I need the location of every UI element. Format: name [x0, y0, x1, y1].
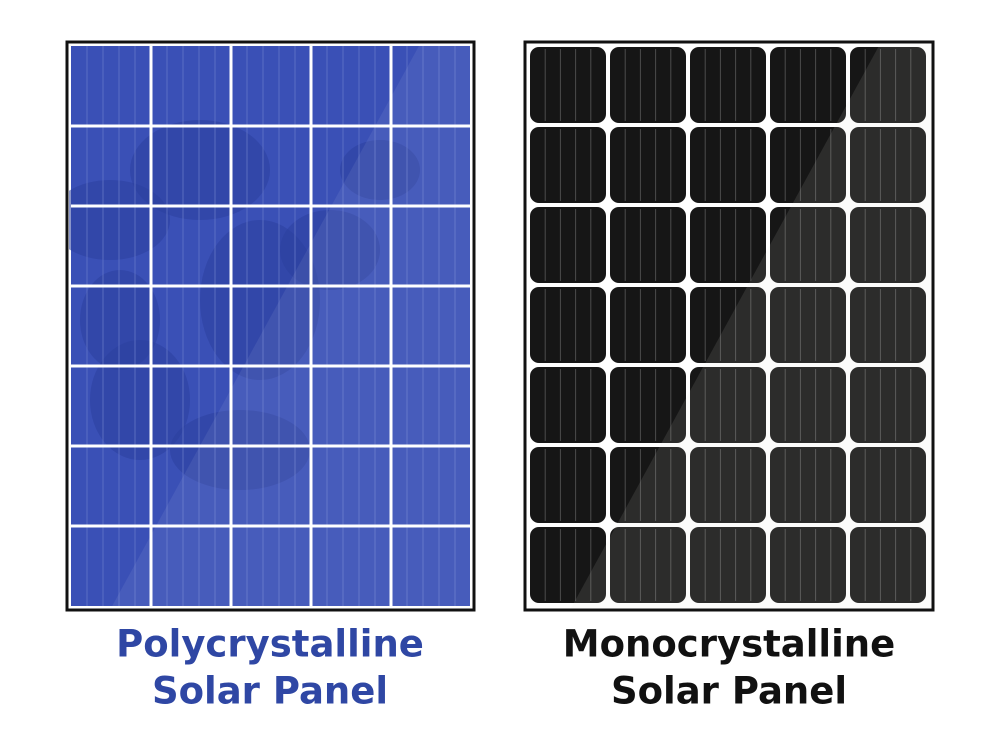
cell-gap	[71, 444, 470, 448]
cell	[770, 527, 846, 603]
crystal-patch	[340, 140, 420, 200]
cell	[850, 447, 926, 523]
cell	[610, 207, 686, 283]
panel-label: Solar Panel	[611, 670, 847, 713]
panel-label: Polycrystalline	[116, 623, 424, 666]
cell	[690, 287, 766, 363]
panel-label: Monocrystalline	[563, 623, 895, 666]
cell-gap	[71, 364, 470, 368]
cell	[690, 527, 766, 603]
cell-gap	[309, 46, 313, 606]
cell	[850, 287, 926, 363]
cell	[850, 527, 926, 603]
cell	[850, 207, 926, 283]
cell	[610, 47, 686, 123]
cell-gap	[71, 284, 470, 288]
cell	[610, 287, 686, 363]
panel-label: Solar Panel	[152, 670, 388, 713]
cell-gap	[71, 204, 470, 208]
cell	[530, 287, 606, 363]
crystal-patch	[90, 340, 190, 460]
cell	[530, 447, 606, 523]
cell-gap	[229, 46, 233, 606]
cell-gap	[149, 46, 153, 606]
cell	[530, 367, 606, 443]
cell	[690, 447, 766, 523]
cell-gap	[389, 46, 393, 606]
crystal-patch	[80, 270, 160, 370]
cell	[610, 527, 686, 603]
cell-gap	[71, 124, 470, 128]
cell	[530, 207, 606, 283]
crystal-patch	[130, 120, 270, 220]
cell	[530, 127, 606, 203]
crystal-patch	[280, 210, 380, 290]
cell	[850, 127, 926, 203]
cell	[530, 47, 606, 123]
cell	[770, 447, 846, 523]
cell	[690, 367, 766, 443]
cell	[770, 207, 846, 283]
cell	[610, 127, 686, 203]
cell	[690, 47, 766, 123]
cell	[530, 527, 606, 603]
cell	[610, 367, 686, 443]
cell	[850, 47, 926, 123]
cell	[610, 447, 686, 523]
cell	[690, 127, 766, 203]
polycrystalline-panel	[65, 40, 476, 612]
cell	[770, 367, 846, 443]
cell	[850, 367, 926, 443]
crystal-patch	[170, 410, 310, 490]
cell	[770, 47, 846, 123]
cell-gap	[71, 524, 470, 528]
monocrystalline-panel	[523, 40, 935, 612]
glare	[111, 44, 472, 608]
cell	[770, 127, 846, 203]
glare	[571, 44, 931, 608]
cell	[770, 287, 846, 363]
cell	[690, 207, 766, 283]
